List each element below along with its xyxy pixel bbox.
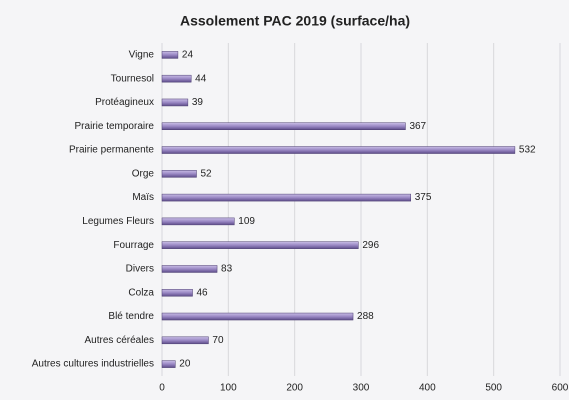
data-label: 532 — [519, 145, 536, 156]
bar — [161, 74, 192, 83]
x-tick-label: 600 — [552, 383, 569, 394]
data-label: 367 — [409, 121, 426, 132]
x-tick-label: 200 — [286, 383, 303, 394]
chart-title: Assolement PAC 2019 (surface/ha) — [180, 13, 410, 29]
data-label: 288 — [357, 311, 374, 322]
data-label: 44 — [195, 73, 207, 84]
y-tick-label: Divers — [126, 264, 154, 275]
data-label: 109 — [238, 216, 255, 227]
bar — [161, 122, 406, 130]
x-tick-label: 300 — [353, 383, 370, 394]
data-label: 375 — [415, 192, 432, 203]
y-tick-label: Autres céréales — [85, 335, 154, 346]
bar — [161, 336, 209, 345]
data-label: 46 — [197, 287, 209, 298]
bar — [161, 217, 235, 226]
data-label: 24 — [182, 50, 194, 61]
data-label: 296 — [362, 240, 379, 251]
x-tick-label: 400 — [419, 383, 436, 394]
data-label: 70 — [212, 335, 224, 346]
data-label: 52 — [200, 168, 212, 179]
bar — [161, 312, 354, 321]
data-label: 39 — [192, 97, 204, 108]
bar — [161, 98, 189, 107]
y-tick-label: Vigne — [129, 50, 155, 61]
y-tick-label: Autres cultures industrielles — [32, 359, 154, 370]
y-tick-label: Maïs — [132, 192, 154, 203]
bar — [161, 193, 411, 202]
bar — [161, 289, 193, 297]
x-tick-label: 100 — [220, 383, 237, 394]
y-tick-label: Blé tendre — [108, 311, 154, 322]
x-tick-label: 0 — [159, 383, 165, 394]
y-tick-label: Prairie temporaire — [75, 121, 155, 132]
bar — [161, 51, 179, 59]
data-label: 83 — [221, 264, 233, 275]
data-label: 20 — [179, 359, 191, 370]
bar — [161, 170, 197, 178]
y-tick-label: Orge — [132, 168, 155, 179]
y-tick-label: Protéagineux — [95, 97, 154, 108]
y-tick-label: Prairie permanente — [69, 145, 154, 156]
x-tick-label: 500 — [485, 383, 502, 394]
bar — [161, 265, 218, 273]
y-tick-label: Legumes Fleurs — [82, 216, 154, 227]
y-tick-label: Tournesol — [111, 73, 154, 84]
bar — [161, 146, 516, 154]
y-tick-label: Fourrage — [113, 240, 154, 251]
bar — [161, 241, 359, 249]
bar — [161, 360, 176, 368]
y-tick-label: Colza — [128, 287, 154, 298]
